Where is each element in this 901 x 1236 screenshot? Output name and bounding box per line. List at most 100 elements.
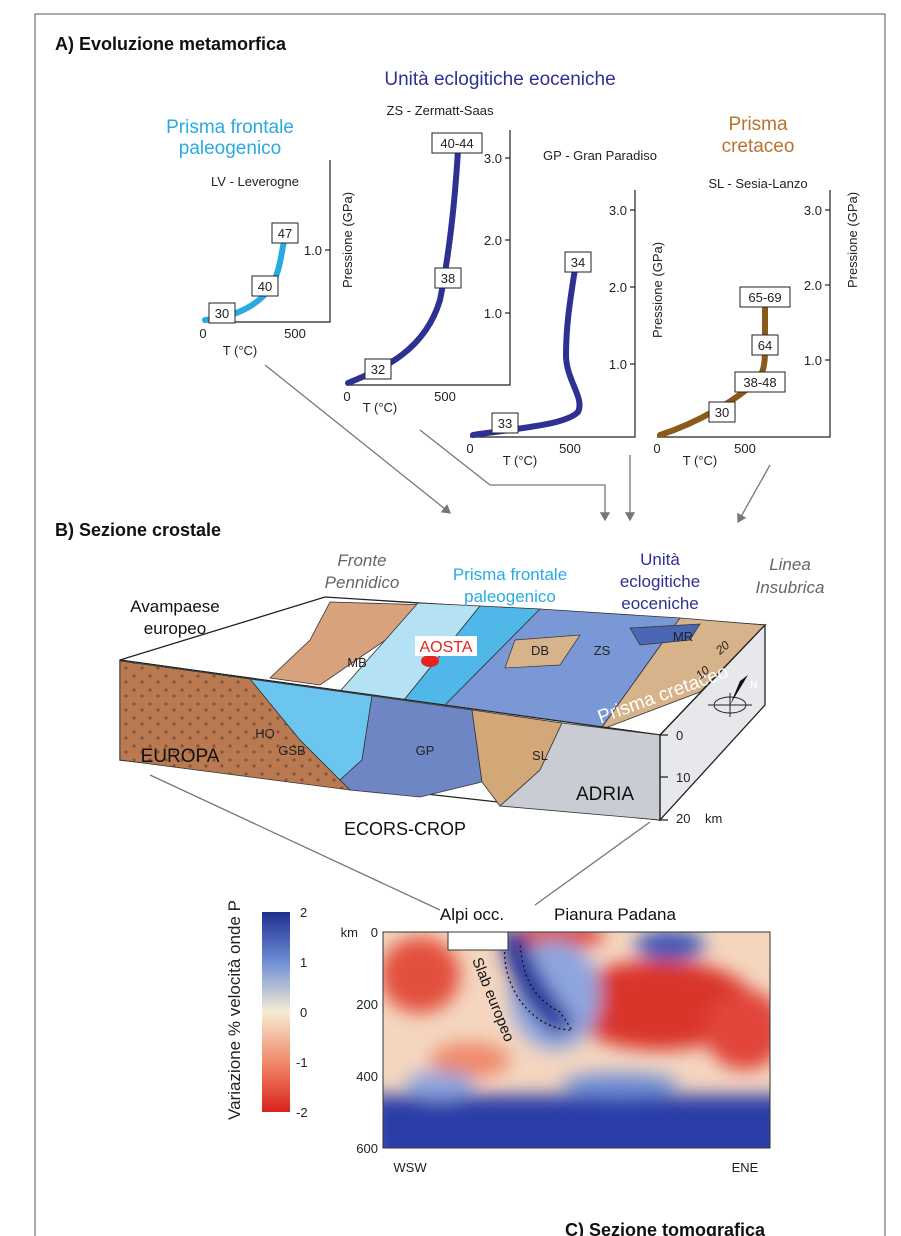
y-axis-label: Pressione (GPa) <box>340 192 355 288</box>
prism-label: paleogenico <box>464 587 556 606</box>
x-tick-label: 0 <box>653 441 660 456</box>
anomaly <box>705 990 785 1070</box>
adria-label: ADRIA <box>576 784 634 805</box>
x-tick-label: 0 <box>199 326 206 341</box>
y-tick-label: 1.0 <box>804 353 822 368</box>
arrow <box>265 365 450 513</box>
front-label: Fronte <box>337 551 386 570</box>
x-tick-label: 0 <box>466 441 473 456</box>
plot-name: GP - Gran Paradiso <box>543 148 657 163</box>
colorbar-tick: 2 <box>300 905 307 920</box>
alps-box <box>448 932 508 950</box>
plot-name: SL - Sesia-Lanzo <box>708 176 807 191</box>
age-label: 47 <box>278 226 292 241</box>
y-tick-label: 3.0 <box>484 151 502 166</box>
age-label: 40 <box>258 279 272 294</box>
depth-tick: 0 <box>676 728 683 743</box>
age-label: 64 <box>758 338 772 353</box>
colorbar-tick: -1 <box>296 1055 308 1070</box>
y-tick-label: 1.0 <box>484 306 502 321</box>
x-axis-label: T (°C) <box>223 343 258 358</box>
top-label: Alpi occ. <box>440 905 504 924</box>
y-tick-label: 2.0 <box>804 278 822 293</box>
x-tick-label: 500 <box>734 441 756 456</box>
depth-tick: 600 <box>356 1141 378 1156</box>
y-tick-label: 3.0 <box>804 203 822 218</box>
depth-tick: 0 <box>371 925 378 940</box>
plot-name: LV - Leverogne <box>211 174 299 189</box>
block-diagram <box>120 597 765 820</box>
group-label: Unità eclogitiche eoceniche <box>384 69 615 90</box>
pt-plot: 1.0 0 500 T (°C) Pressione (GPa) LV - Leverog… <box>199 160 355 358</box>
depth-tick: 400 <box>356 1069 378 1084</box>
x-axis-label: T (°C) <box>503 453 538 468</box>
unit-label: HO <box>255 726 275 741</box>
depth-tick: 200 <box>356 997 378 1012</box>
eclogite-label: eclogitiche <box>620 572 700 591</box>
pt-plot: 1.0 2.0 3.0 0 500 T (°C) ZS - Zermatt-Saas 32 38… <box>343 103 510 415</box>
y-axis-label: Pressione (GPa) <box>650 242 665 338</box>
age-label: 30 <box>215 306 229 321</box>
x-axis-label: T (°C) <box>683 453 718 468</box>
colorbar-ticks: 2 1 0 -1 -2 <box>296 905 308 1120</box>
y-tick-label: 2.0 <box>609 280 627 295</box>
age-label: 30 <box>715 405 729 420</box>
unit-label: DB <box>531 643 549 658</box>
group-label: Prisma frontale <box>166 117 294 138</box>
panel-b-title: B) Sezione crostale <box>55 520 221 540</box>
x-tick-label: 500 <box>284 326 306 341</box>
top-label: Pianura Padana <box>554 905 676 924</box>
y-axis-label: Pressione (GPa) <box>845 192 860 288</box>
foreland-label: europeo <box>144 619 206 638</box>
eclogite-label: Unità <box>640 550 680 569</box>
group-label: Prisma <box>728 114 788 135</box>
unit-label: ZS <box>594 643 611 658</box>
age-label: 65-69 <box>748 290 781 305</box>
end-label: ENE <box>732 1160 759 1175</box>
colorbar <box>262 912 290 1112</box>
plot-name: ZS - Zermatt-Saas <box>387 103 494 118</box>
pt-plot: 1.0 2.0 3.0 0 500 T (°C) Pressione (GPa) SL - S… <box>653 176 860 468</box>
depth-unit: km <box>341 925 358 940</box>
profile-label: ECORS-CROP <box>344 819 466 839</box>
group-label: paleogenico <box>179 138 281 159</box>
eclogite-label: eoceniche <box>621 594 699 613</box>
north-label: N <box>750 680 757 691</box>
panel-c-title: C) Sezione tomografica <box>565 1220 766 1236</box>
anomaly <box>405 1071 475 1099</box>
x-tick-label: 0 <box>343 389 350 404</box>
insubric-label: Insubrica <box>756 578 825 597</box>
anomaly <box>635 930 705 960</box>
arrow <box>738 465 770 522</box>
axes <box>657 190 830 437</box>
europa-label: EUROPA <box>141 746 220 767</box>
colorbar-tick: 1 <box>300 955 307 970</box>
group-label: cretaceo <box>722 136 795 157</box>
age-label: 38 <box>441 271 455 286</box>
y-tick-label: 1.0 <box>304 243 322 258</box>
anomaly <box>370 1095 790 1165</box>
prism-label: Prisma frontale <box>453 565 567 584</box>
x-axis-label: T (°C) <box>363 400 398 415</box>
x-tick-label: 500 <box>434 389 456 404</box>
depth-tick: 20 <box>676 811 690 826</box>
pt-path <box>473 262 580 435</box>
pt-plots: 1.0 0 500 T (°C) Pressione (GPa) LV - Leverog… <box>199 103 860 468</box>
connector-arrows <box>265 365 770 522</box>
colorbar-tick: -2 <box>296 1105 308 1120</box>
y-tick-label: 2.0 <box>484 233 502 248</box>
age-label: 38-48 <box>743 375 776 390</box>
pt-path <box>348 150 458 383</box>
age-label: 34 <box>571 255 585 270</box>
unit-label: SL <box>532 748 548 763</box>
depth-tick: 10 <box>676 770 690 785</box>
city-label: AOSTA <box>419 639 472 656</box>
panel-a-title: A) Evoluzione metamorfica <box>55 34 287 54</box>
foreland-label: Avampaese <box>130 597 219 616</box>
age-label: 32 <box>371 362 385 377</box>
age-label: 33 <box>498 416 512 431</box>
unit-label: MR <box>673 629 693 644</box>
figure: A) Evoluzione metamorfica Prisma frontal… <box>0 0 901 1236</box>
age-label: 40-44 <box>440 136 473 151</box>
anomaly <box>560 1073 680 1097</box>
